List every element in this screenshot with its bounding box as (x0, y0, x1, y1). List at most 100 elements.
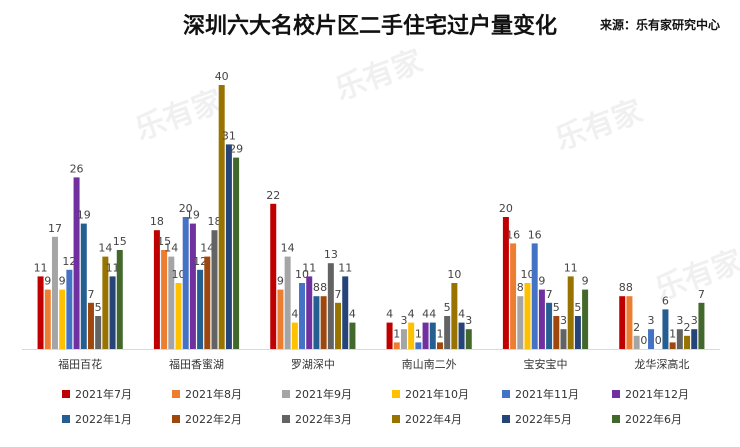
data-label: 10 (172, 268, 186, 281)
bar (517, 296, 524, 349)
data-label: 4 (429, 308, 436, 321)
bar (465, 329, 472, 349)
bar (669, 342, 676, 349)
legend-swatch (282, 390, 290, 398)
data-label: 16 (506, 228, 520, 241)
bar (349, 322, 356, 349)
bar (626, 296, 633, 349)
bar (510, 243, 517, 349)
data-label: 18 (150, 215, 164, 228)
bar (524, 283, 531, 349)
bar (44, 289, 51, 349)
bar (197, 269, 204, 349)
data-label: 7 (698, 288, 705, 301)
bar (109, 276, 116, 349)
bar (59, 289, 66, 349)
data-label: 12 (62, 255, 76, 268)
bar (393, 342, 400, 349)
legend-swatch (392, 390, 400, 398)
data-label: 4 (408, 308, 415, 321)
data-label: 9 (538, 275, 545, 288)
bar (73, 177, 80, 349)
bar (51, 236, 58, 349)
legend-label: 2021年11月 (515, 387, 579, 401)
bar (102, 256, 109, 349)
data-label: 11 (34, 261, 48, 274)
legend-swatch (612, 390, 620, 398)
data-label: 1 (415, 327, 422, 340)
data-label: 26 (70, 162, 84, 175)
bar (400, 329, 407, 349)
legend-label: 2022年4月 (405, 412, 462, 426)
legend-swatch (172, 390, 180, 398)
bar (306, 276, 313, 349)
bar (415, 342, 422, 349)
bar (691, 329, 698, 349)
bar (189, 223, 196, 349)
legend-swatch (502, 415, 510, 423)
watermark: 乐有家 (551, 94, 648, 158)
legend-swatch (392, 415, 400, 423)
watermark: 乐有家 (331, 44, 428, 108)
bar (299, 283, 306, 349)
watermark: 乐有家 (131, 84, 228, 148)
data-label: 29 (229, 143, 243, 156)
data-label: 9 (59, 275, 66, 288)
bar (335, 302, 342, 349)
data-label: 11 (338, 261, 352, 274)
data-label: 4 (458, 308, 465, 321)
data-label: 15 (157, 235, 171, 248)
bar (648, 329, 655, 349)
data-label: 19 (77, 209, 91, 222)
legend-label: 2022年1月 (75, 412, 132, 426)
bar (66, 269, 73, 349)
data-label: 3 (676, 314, 683, 327)
data-label: 14 (164, 242, 178, 255)
legend-label: 2021年10月 (405, 387, 469, 401)
data-label: 18 (208, 215, 222, 228)
data-label: 2 (633, 321, 640, 334)
legend-label: 2021年12月 (625, 387, 689, 401)
bar (684, 335, 691, 349)
bar (567, 276, 574, 349)
data-label: 1 (436, 327, 443, 340)
data-label: 1 (393, 327, 400, 340)
data-label: 0 (640, 334, 647, 347)
data-label: 14 (281, 242, 295, 255)
legend-swatch (502, 390, 510, 398)
data-label: 20 (499, 202, 513, 215)
bar (538, 289, 545, 349)
bar (676, 329, 683, 349)
bar (408, 322, 415, 349)
bar (582, 289, 589, 349)
data-label: 11 (106, 261, 120, 274)
data-label: 5 (95, 301, 102, 314)
chart-title: 深圳六大名校片区二手住宅过户量变化 (182, 14, 557, 39)
bar (313, 296, 320, 349)
data-label: 5 (444, 301, 451, 314)
bar (633, 335, 640, 349)
x-tick-label: 罗湖深中 (291, 358, 335, 371)
bar (451, 283, 458, 349)
data-label: 3 (465, 314, 472, 327)
data-label: 11 (564, 261, 578, 274)
data-label: 20 (179, 202, 193, 215)
x-tick-label: 南山南二外 (402, 358, 457, 371)
bar (531, 243, 538, 349)
bar (342, 276, 349, 349)
bar (386, 322, 393, 349)
data-label: 5 (574, 301, 581, 314)
data-label: 2 (684, 321, 691, 334)
bar (553, 316, 560, 349)
bar (233, 157, 240, 349)
data-label: 8 (626, 281, 633, 294)
data-label: 3 (691, 314, 698, 327)
data-label: 7 (335, 288, 342, 301)
data-label: 15 (113, 235, 127, 248)
legend-swatch (282, 415, 290, 423)
bar (574, 316, 581, 349)
legend-label: 2021年7月 (75, 387, 132, 401)
data-label: 7 (87, 288, 94, 301)
